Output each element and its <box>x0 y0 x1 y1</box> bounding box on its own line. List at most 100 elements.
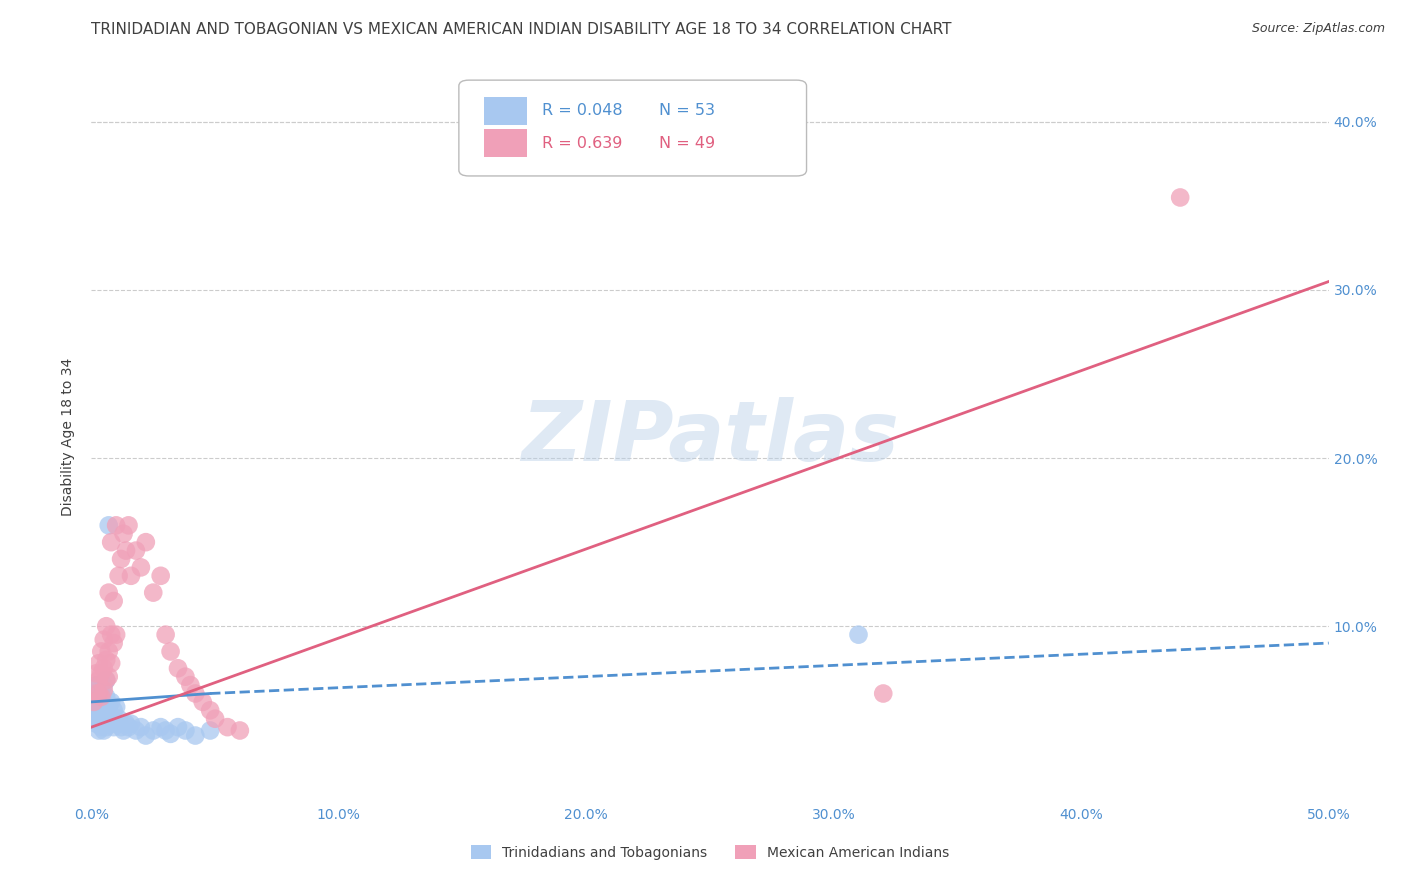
Point <box>135 535 157 549</box>
Point <box>96 673 118 687</box>
Point <box>97 716 120 731</box>
Point <box>167 661 190 675</box>
Point <box>103 703 125 717</box>
Point <box>115 716 138 731</box>
Point <box>117 720 139 734</box>
Point <box>229 723 252 738</box>
Point <box>90 690 112 704</box>
Point <box>105 518 128 533</box>
Point <box>129 560 152 574</box>
Point <box>86 678 108 692</box>
Point <box>93 683 115 698</box>
Point <box>83 703 105 717</box>
Point <box>120 716 142 731</box>
Point <box>93 632 115 647</box>
Point <box>100 627 122 641</box>
Point <box>97 585 120 599</box>
Point <box>93 695 115 709</box>
Point <box>105 700 128 714</box>
Point <box>83 695 105 709</box>
Point <box>103 636 125 650</box>
Point <box>96 673 118 687</box>
Point <box>87 712 110 726</box>
Point <box>96 720 118 734</box>
Point <box>105 716 128 731</box>
Point <box>184 686 207 700</box>
Point <box>115 543 138 558</box>
Point <box>97 700 120 714</box>
Text: R = 0.639: R = 0.639 <box>541 136 621 151</box>
Point <box>112 723 135 738</box>
Point <box>103 594 125 608</box>
Point <box>96 653 118 667</box>
Point <box>217 720 239 734</box>
Point <box>184 729 207 743</box>
Point <box>112 526 135 541</box>
Point <box>83 686 105 700</box>
Point <box>149 720 172 734</box>
Point <box>142 585 165 599</box>
Point <box>86 686 108 700</box>
Text: N = 53: N = 53 <box>659 103 716 119</box>
Point <box>198 723 221 738</box>
Point <box>93 723 115 738</box>
Point <box>100 695 122 709</box>
Text: Source: ZipAtlas.com: Source: ZipAtlas.com <box>1251 22 1385 36</box>
Point <box>1168 190 1191 204</box>
Point <box>174 723 197 738</box>
Point <box>142 723 165 738</box>
Point <box>129 720 152 734</box>
Point <box>87 700 110 714</box>
Point <box>90 666 112 681</box>
Point <box>87 723 110 738</box>
FancyBboxPatch shape <box>484 129 527 157</box>
Point <box>90 720 112 734</box>
Text: R = 0.048: R = 0.048 <box>541 103 623 119</box>
Point <box>155 627 177 641</box>
Point <box>87 673 110 687</box>
Point <box>90 706 112 721</box>
Point <box>179 678 201 692</box>
Point <box>86 666 108 681</box>
Point <box>174 670 197 684</box>
Legend: Trinidadians and Tobagonians, Mexican American Indians: Trinidadians and Tobagonians, Mexican Am… <box>465 839 955 865</box>
Point <box>87 686 110 700</box>
Point <box>90 695 112 709</box>
Point <box>86 716 108 731</box>
Point <box>167 720 190 734</box>
Point <box>83 712 105 726</box>
Point <box>110 552 132 566</box>
Point <box>100 712 122 726</box>
Point <box>86 686 108 700</box>
Point <box>848 627 870 641</box>
Point <box>100 535 122 549</box>
Point <box>125 543 148 558</box>
Point <box>97 670 120 684</box>
Point <box>97 518 120 533</box>
Point <box>86 695 108 709</box>
Point <box>86 706 108 721</box>
Point <box>159 644 181 658</box>
Point <box>90 644 112 658</box>
Point <box>135 729 157 743</box>
Point <box>117 518 139 533</box>
Point <box>93 661 115 675</box>
Text: TRINIDADIAN AND TOBAGONIAN VS MEXICAN AMERICAN INDIAN DISABILITY AGE 18 TO 34 CO: TRINIDADIAN AND TOBAGONIAN VS MEXICAN AM… <box>91 22 952 37</box>
Point <box>96 690 118 704</box>
Point <box>120 569 142 583</box>
FancyBboxPatch shape <box>458 80 807 176</box>
Point <box>191 695 214 709</box>
Point <box>83 695 105 709</box>
Y-axis label: Disability Age 18 to 34: Disability Age 18 to 34 <box>62 358 76 516</box>
Point <box>155 723 177 738</box>
Point <box>872 686 894 700</box>
Point <box>107 569 129 583</box>
Point <box>96 619 118 633</box>
Point <box>103 720 125 734</box>
Point <box>87 657 110 671</box>
Text: ZIPatlas: ZIPatlas <box>522 397 898 477</box>
Point <box>96 703 118 717</box>
Point <box>149 569 172 583</box>
Point <box>87 678 110 692</box>
Text: N = 49: N = 49 <box>659 136 716 151</box>
